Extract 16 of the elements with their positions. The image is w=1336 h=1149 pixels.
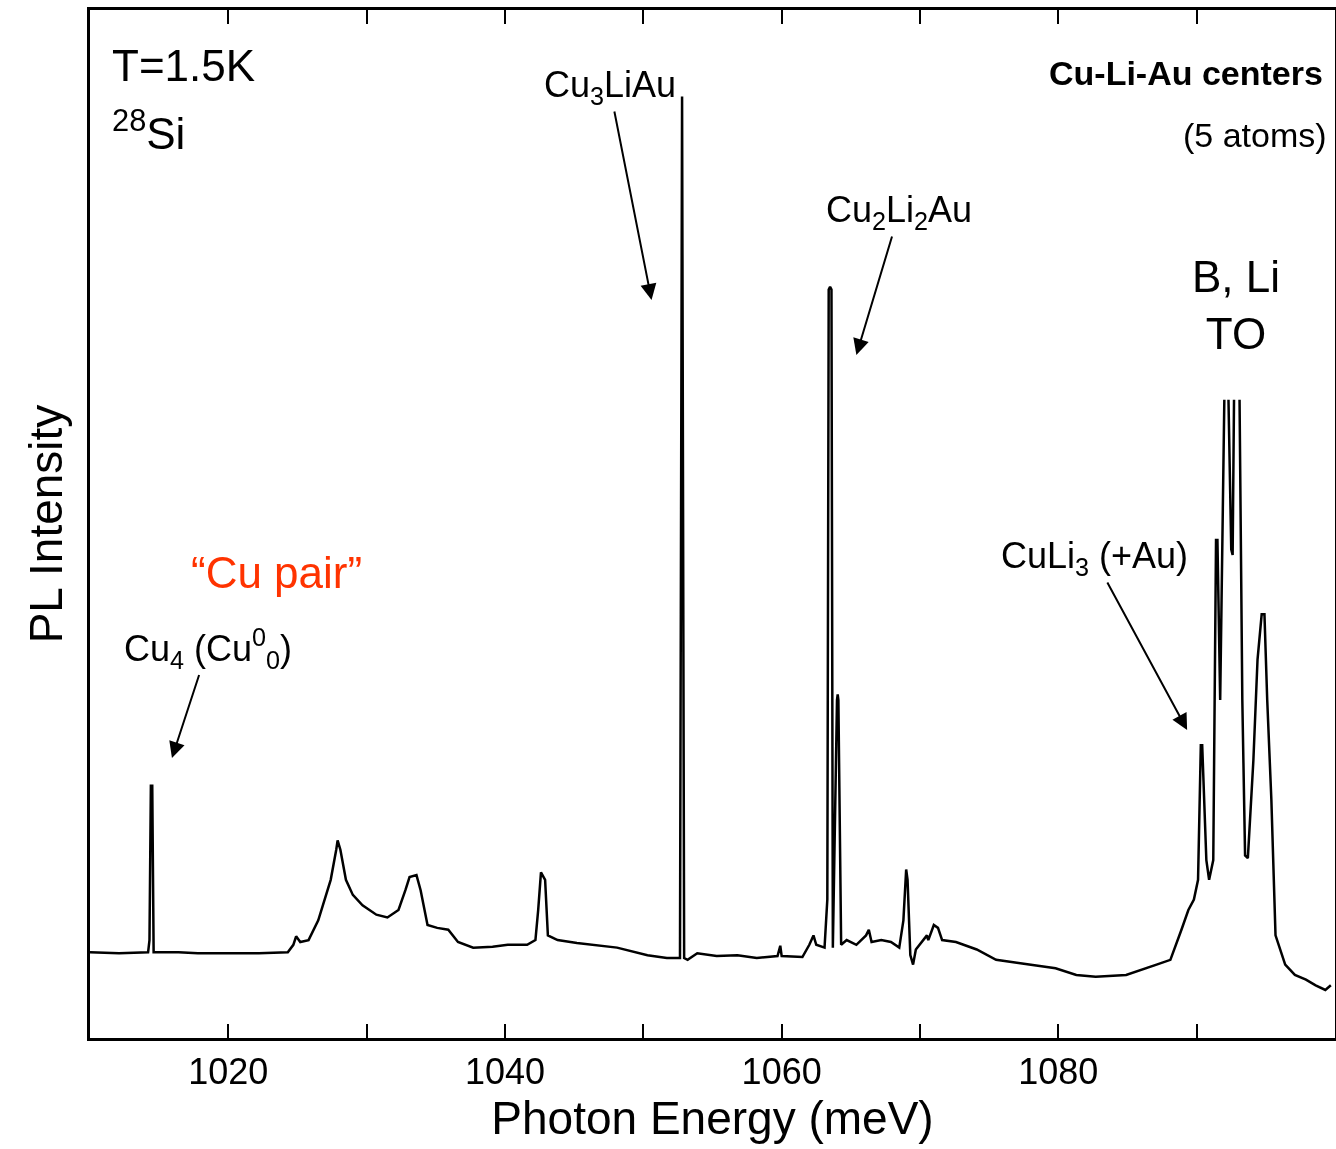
x-tick-label: 1020	[188, 1051, 269, 1093]
annotation: Cu$_{4}$ (Cu$^{0}$$_{0}$)	[124, 623, 293, 674]
x-axis-title: Photon Energy (meV)	[491, 1092, 934, 1145]
annotation: B, Li TO	[1192, 252, 1281, 359]
text: T=1.5K	[112, 41, 256, 90]
x-tick-label: 1040	[464, 1051, 546, 1093]
annotation: “Cu pair”	[191, 548, 363, 597]
y-axis-title: PL Intensity	[20, 404, 73, 644]
annotation: Cu$_{3}$LiAu	[544, 64, 677, 110]
x-tick-label: 1080	[1018, 1051, 1099, 1093]
annotation: $^{28}$Si	[112, 103, 186, 159]
annotation: (5 atoms)	[1183, 116, 1327, 154]
annotation: Cu$_{2}$Li$_{2}$Au	[826, 189, 973, 235]
x-tick-label: 1060	[741, 1051, 822, 1093]
annotation: CuLi$_{3}$ (+Au)	[1001, 535, 1189, 581]
text: Cu-Li-Au centers	[1049, 54, 1323, 92]
